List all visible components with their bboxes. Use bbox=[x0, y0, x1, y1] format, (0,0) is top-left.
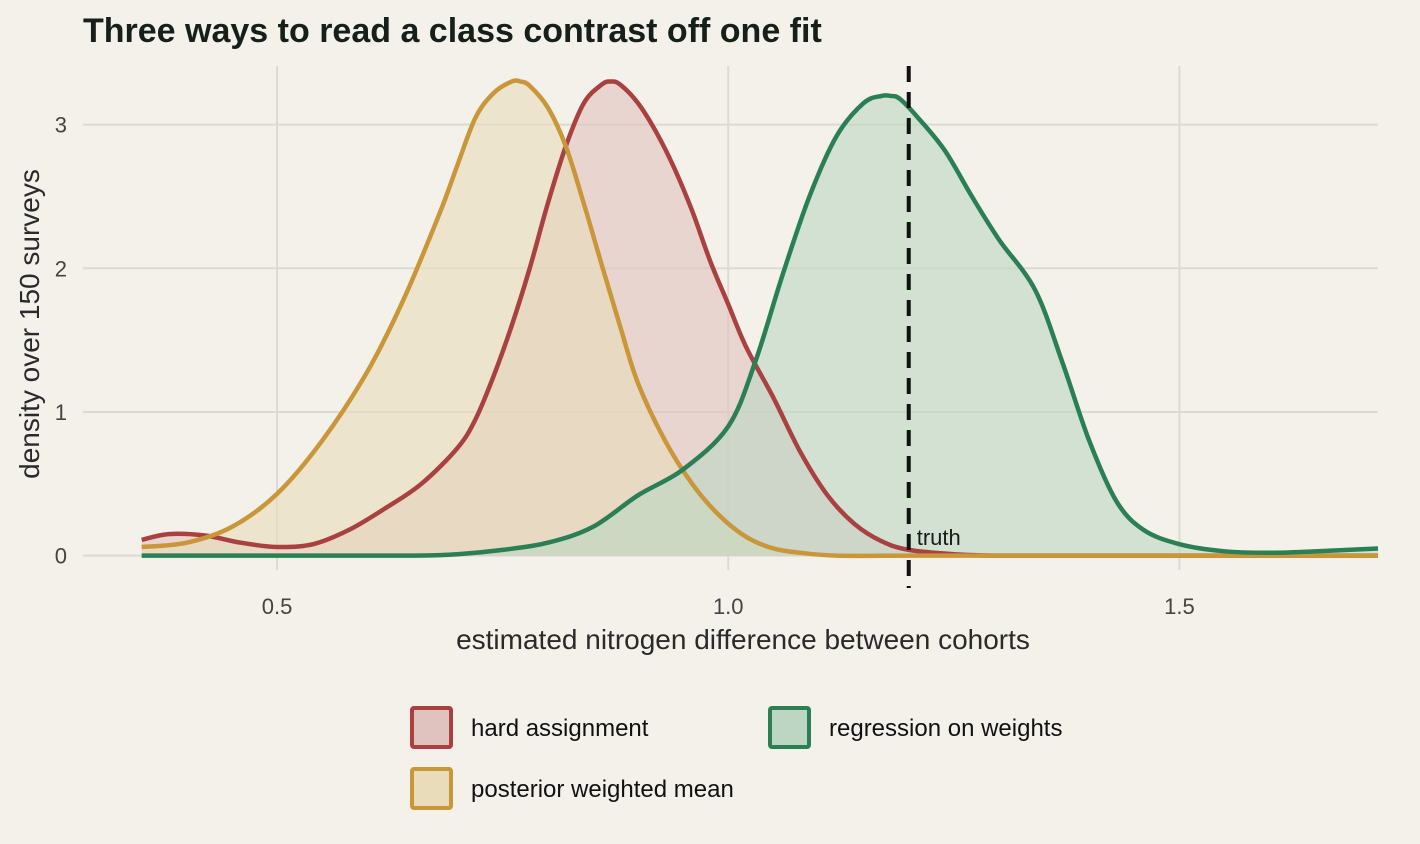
legend-item-regression-on-weights: regression on weights bbox=[768, 706, 1062, 749]
truth-label: truth bbox=[917, 525, 961, 550]
y-tick-label: 0 bbox=[55, 544, 67, 569]
x-tick-label: 0.5 bbox=[262, 594, 293, 619]
legend-swatch bbox=[410, 767, 453, 810]
density-lines bbox=[141, 78, 1379, 559]
y-tick-label: 2 bbox=[55, 256, 67, 281]
line-posterior-weighted-mean bbox=[141, 78, 1378, 559]
y-axis-label: density over 150 surveys bbox=[14, 169, 45, 479]
legend-item-hard-assignment: hard assignment bbox=[410, 706, 649, 749]
line-hard-assignment bbox=[141, 79, 1378, 558]
x-axis-label: estimated nitrogen difference between co… bbox=[456, 624, 1030, 655]
legend-label: regression on weights bbox=[829, 715, 1062, 742]
area-posterior-weighted-mean bbox=[141, 80, 1378, 556]
axis-ticks: 0.5 1.0 1.5 0 1 2 3 bbox=[55, 113, 1195, 619]
legend-item-posterior-weighted-mean: posterior weighted mean bbox=[410, 767, 734, 810]
legend: hard assignment regression on weights post… bbox=[410, 706, 1062, 810]
legend-label: hard assignment bbox=[471, 715, 649, 742]
x-tick-label: 1.0 bbox=[713, 594, 744, 619]
legend-swatch bbox=[410, 706, 453, 749]
y-tick-label: 3 bbox=[55, 113, 67, 138]
chart-title: Three ways to read a class contrast off … bbox=[83, 12, 822, 50]
area-regression-on-weights bbox=[141, 95, 1378, 556]
x-tick-label: 1.5 bbox=[1164, 594, 1195, 619]
legend-swatch bbox=[768, 706, 811, 749]
density-areas bbox=[141, 80, 1378, 556]
line-regression-on-weights bbox=[141, 93, 1379, 558]
reference-line-group: truth bbox=[906, 66, 961, 588]
legend-label: posterior weighted mean bbox=[471, 776, 734, 803]
y-tick-label: 1 bbox=[55, 400, 67, 425]
